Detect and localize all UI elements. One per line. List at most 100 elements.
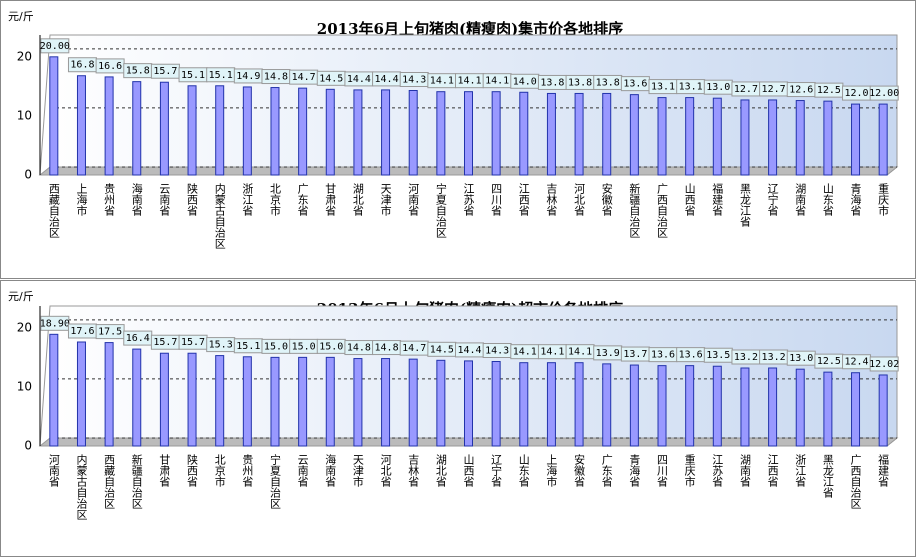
value-label: 14.1 (568, 347, 592, 358)
value-label: 13.7 (623, 349, 647, 360)
value-label: 13.2 (734, 352, 758, 363)
y-tick-label: 20 (17, 320, 32, 334)
value-label-box (40, 315, 70, 331)
value-label: 14.5 (319, 73, 343, 84)
bar (602, 363, 612, 447)
value-label: 13.6 (679, 350, 703, 361)
bar (436, 359, 446, 447)
x-tick-label: 青海省 (628, 454, 641, 488)
value-label: 13.8 (596, 77, 620, 88)
x-tick-label: 西藏自治区 (103, 454, 116, 509)
x-tick-label: 福建省 (877, 453, 890, 488)
value-label: 12.6 (789, 85, 813, 96)
x-tick-label: 江西省 (517, 183, 530, 217)
value-label: 15.1 (209, 70, 233, 81)
bar (298, 356, 308, 447)
x-tick-label: 贵州省 (241, 454, 254, 488)
value-label: 15.0 (292, 341, 316, 352)
bar (851, 372, 861, 447)
x-tick-label: 天津市 (351, 454, 364, 488)
bar (712, 97, 722, 176)
value-label: 13.6 (651, 350, 675, 361)
x-tick-label: 广东省 (600, 454, 613, 488)
bar (381, 358, 391, 447)
x-tick-label: 湖南省 (738, 454, 751, 488)
bar (740, 99, 750, 176)
x-tick-label: 北京市 (213, 454, 226, 488)
x-tick-label: 辽宁省 (490, 454, 503, 488)
x-tick-label: 宁夏自治区 (434, 182, 447, 238)
x-tick-label: 江苏省 (711, 454, 724, 488)
x-tick-label: 河南省 (47, 454, 60, 488)
value-label: 20.00 (40, 41, 70, 52)
x-tick-label: 海南省 (324, 453, 337, 488)
bar (519, 362, 529, 447)
value-label: 14.3 (402, 75, 426, 86)
bar (242, 356, 252, 447)
bar (159, 352, 169, 447)
value-label: 14.7 (402, 343, 426, 354)
x-tick-label: 宁夏自治区 (268, 453, 281, 509)
bar (574, 362, 584, 447)
bar (519, 91, 529, 176)
value-label: 12.4 (844, 357, 868, 368)
value-label: 14.3 (485, 346, 509, 357)
bar (657, 365, 667, 447)
y-tick-label: 10 (17, 379, 32, 393)
x-tick-label: 湖北省 (351, 183, 364, 217)
x-tick-label: 江西省 (766, 454, 779, 488)
x-tick-label: 重庆市 (877, 182, 890, 217)
x-tick-label: 辽宁省 (766, 183, 779, 217)
x-tick-label: 湖南省 (794, 183, 807, 217)
bar (187, 85, 197, 176)
bar (436, 91, 446, 176)
x-tick-label: 新疆自治区 (628, 182, 641, 238)
x-tick-label: 新疆自治区 (130, 453, 143, 509)
value-label-box (40, 38, 70, 54)
value-label: 14.4 (375, 74, 399, 85)
bar (851, 103, 861, 176)
value-label: 14.9 (236, 71, 260, 82)
bar (76, 341, 86, 447)
x-tick-label: 浙江省 (241, 183, 254, 217)
x-tick-label: 山西省 (462, 454, 475, 488)
value-label: 14.4 (457, 345, 481, 356)
bar (795, 368, 805, 447)
value-label: 15.7 (153, 66, 177, 77)
bar (685, 97, 695, 176)
value-label: 12.7 (734, 84, 758, 95)
value-label: 13.6 (623, 79, 647, 90)
x-tick-label: 四川省 (490, 183, 503, 217)
bar (353, 89, 363, 176)
value-label: 15.0 (319, 341, 343, 352)
value-label: 15.8 (126, 66, 150, 77)
bar (408, 358, 418, 447)
bar (823, 371, 833, 447)
value-label: 18.90 (40, 318, 70, 329)
value-label: 14.1 (485, 76, 509, 87)
bar (602, 92, 612, 176)
x-tick-label: 黑龙江省 (738, 183, 751, 228)
value-label: 16.4 (126, 333, 150, 344)
bar (353, 358, 363, 447)
bar (408, 90, 418, 176)
x-tick-label: 浙江省 (794, 454, 807, 488)
x-tick-label: 江苏省 (462, 183, 475, 217)
y-tick-label: 10 (17, 108, 32, 122)
x-tick-label: 内蒙古自治区 (213, 182, 226, 249)
bar (132, 348, 142, 447)
bar (768, 99, 778, 176)
bar (215, 85, 225, 176)
value-label: 15.1 (236, 341, 260, 352)
bar (325, 88, 335, 176)
bar (187, 352, 197, 447)
x-tick-label: 安徽省 (600, 182, 613, 217)
bar (712, 365, 722, 447)
value-label: 14.0 (513, 76, 537, 87)
bar (629, 364, 639, 447)
value-label: 13.8 (568, 77, 592, 88)
x-tick-label: 吉林省 (407, 454, 420, 488)
value-label: 13.0 (789, 353, 813, 364)
value-label: 13.0 (706, 82, 730, 93)
x-tick-label: 安徽省 (573, 453, 586, 488)
